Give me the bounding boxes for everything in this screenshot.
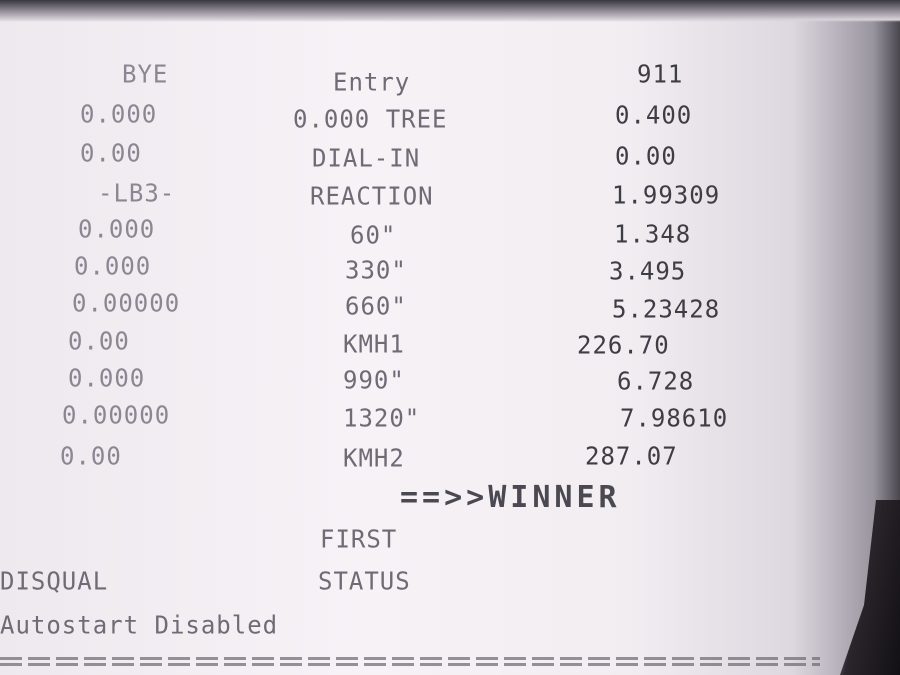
perforated-divider	[0, 657, 820, 667]
row-label: 660"	[345, 291, 407, 321]
right-value: 287.07	[585, 441, 678, 471]
row-label: 330"	[345, 255, 407, 285]
row-label: 60"	[350, 220, 397, 250]
row-label: 1320"	[343, 403, 421, 433]
right-value: 7.98610	[620, 403, 729, 433]
left-value: 0.00	[60, 441, 122, 471]
row-label: DIAL-IN	[312, 143, 421, 173]
left-value: 0.00000	[62, 400, 171, 430]
disqual-label: DISQUAL	[0, 566, 109, 596]
winner-indicator: ==>>WINNER	[400, 480, 621, 515]
left-lane-header: BYE	[122, 59, 169, 89]
left-value: 0.000	[74, 251, 152, 281]
autostart-status: Autostart Disabled	[0, 610, 279, 640]
right-value: 1.348	[614, 219, 692, 249]
right-lane-header: 911	[637, 59, 684, 89]
right-value: 226.70	[577, 330, 670, 360]
left-value: 0.000	[80, 99, 158, 129]
left-value: 0.000	[68, 363, 146, 393]
right-value: 3.495	[609, 256, 687, 286]
left-value: 0.000	[78, 214, 156, 244]
row-label: 990"	[343, 365, 405, 395]
right-value: 5.23428	[612, 294, 721, 324]
left-value: -LB3-	[98, 178, 176, 208]
left-value: 0.00	[68, 326, 130, 356]
middle-header: Entry	[333, 67, 411, 97]
status-label: STATUS	[318, 566, 411, 596]
row-label: KMH2	[343, 443, 405, 473]
right-value: 0.400	[615, 100, 693, 130]
left-value: 0.00000	[72, 288, 181, 318]
row-label: REACTION	[310, 181, 434, 211]
right-value: 6.728	[617, 366, 695, 396]
right-value: 0.00	[615, 141, 677, 171]
left-value: 0.00	[80, 138, 142, 168]
shadow	[0, 0, 900, 22]
row-label: KMH1	[343, 329, 405, 359]
row-label: 0.000 TREE	[293, 104, 448, 134]
right-value: 1.99309	[612, 180, 721, 210]
finish-position: FIRST	[320, 524, 398, 554]
